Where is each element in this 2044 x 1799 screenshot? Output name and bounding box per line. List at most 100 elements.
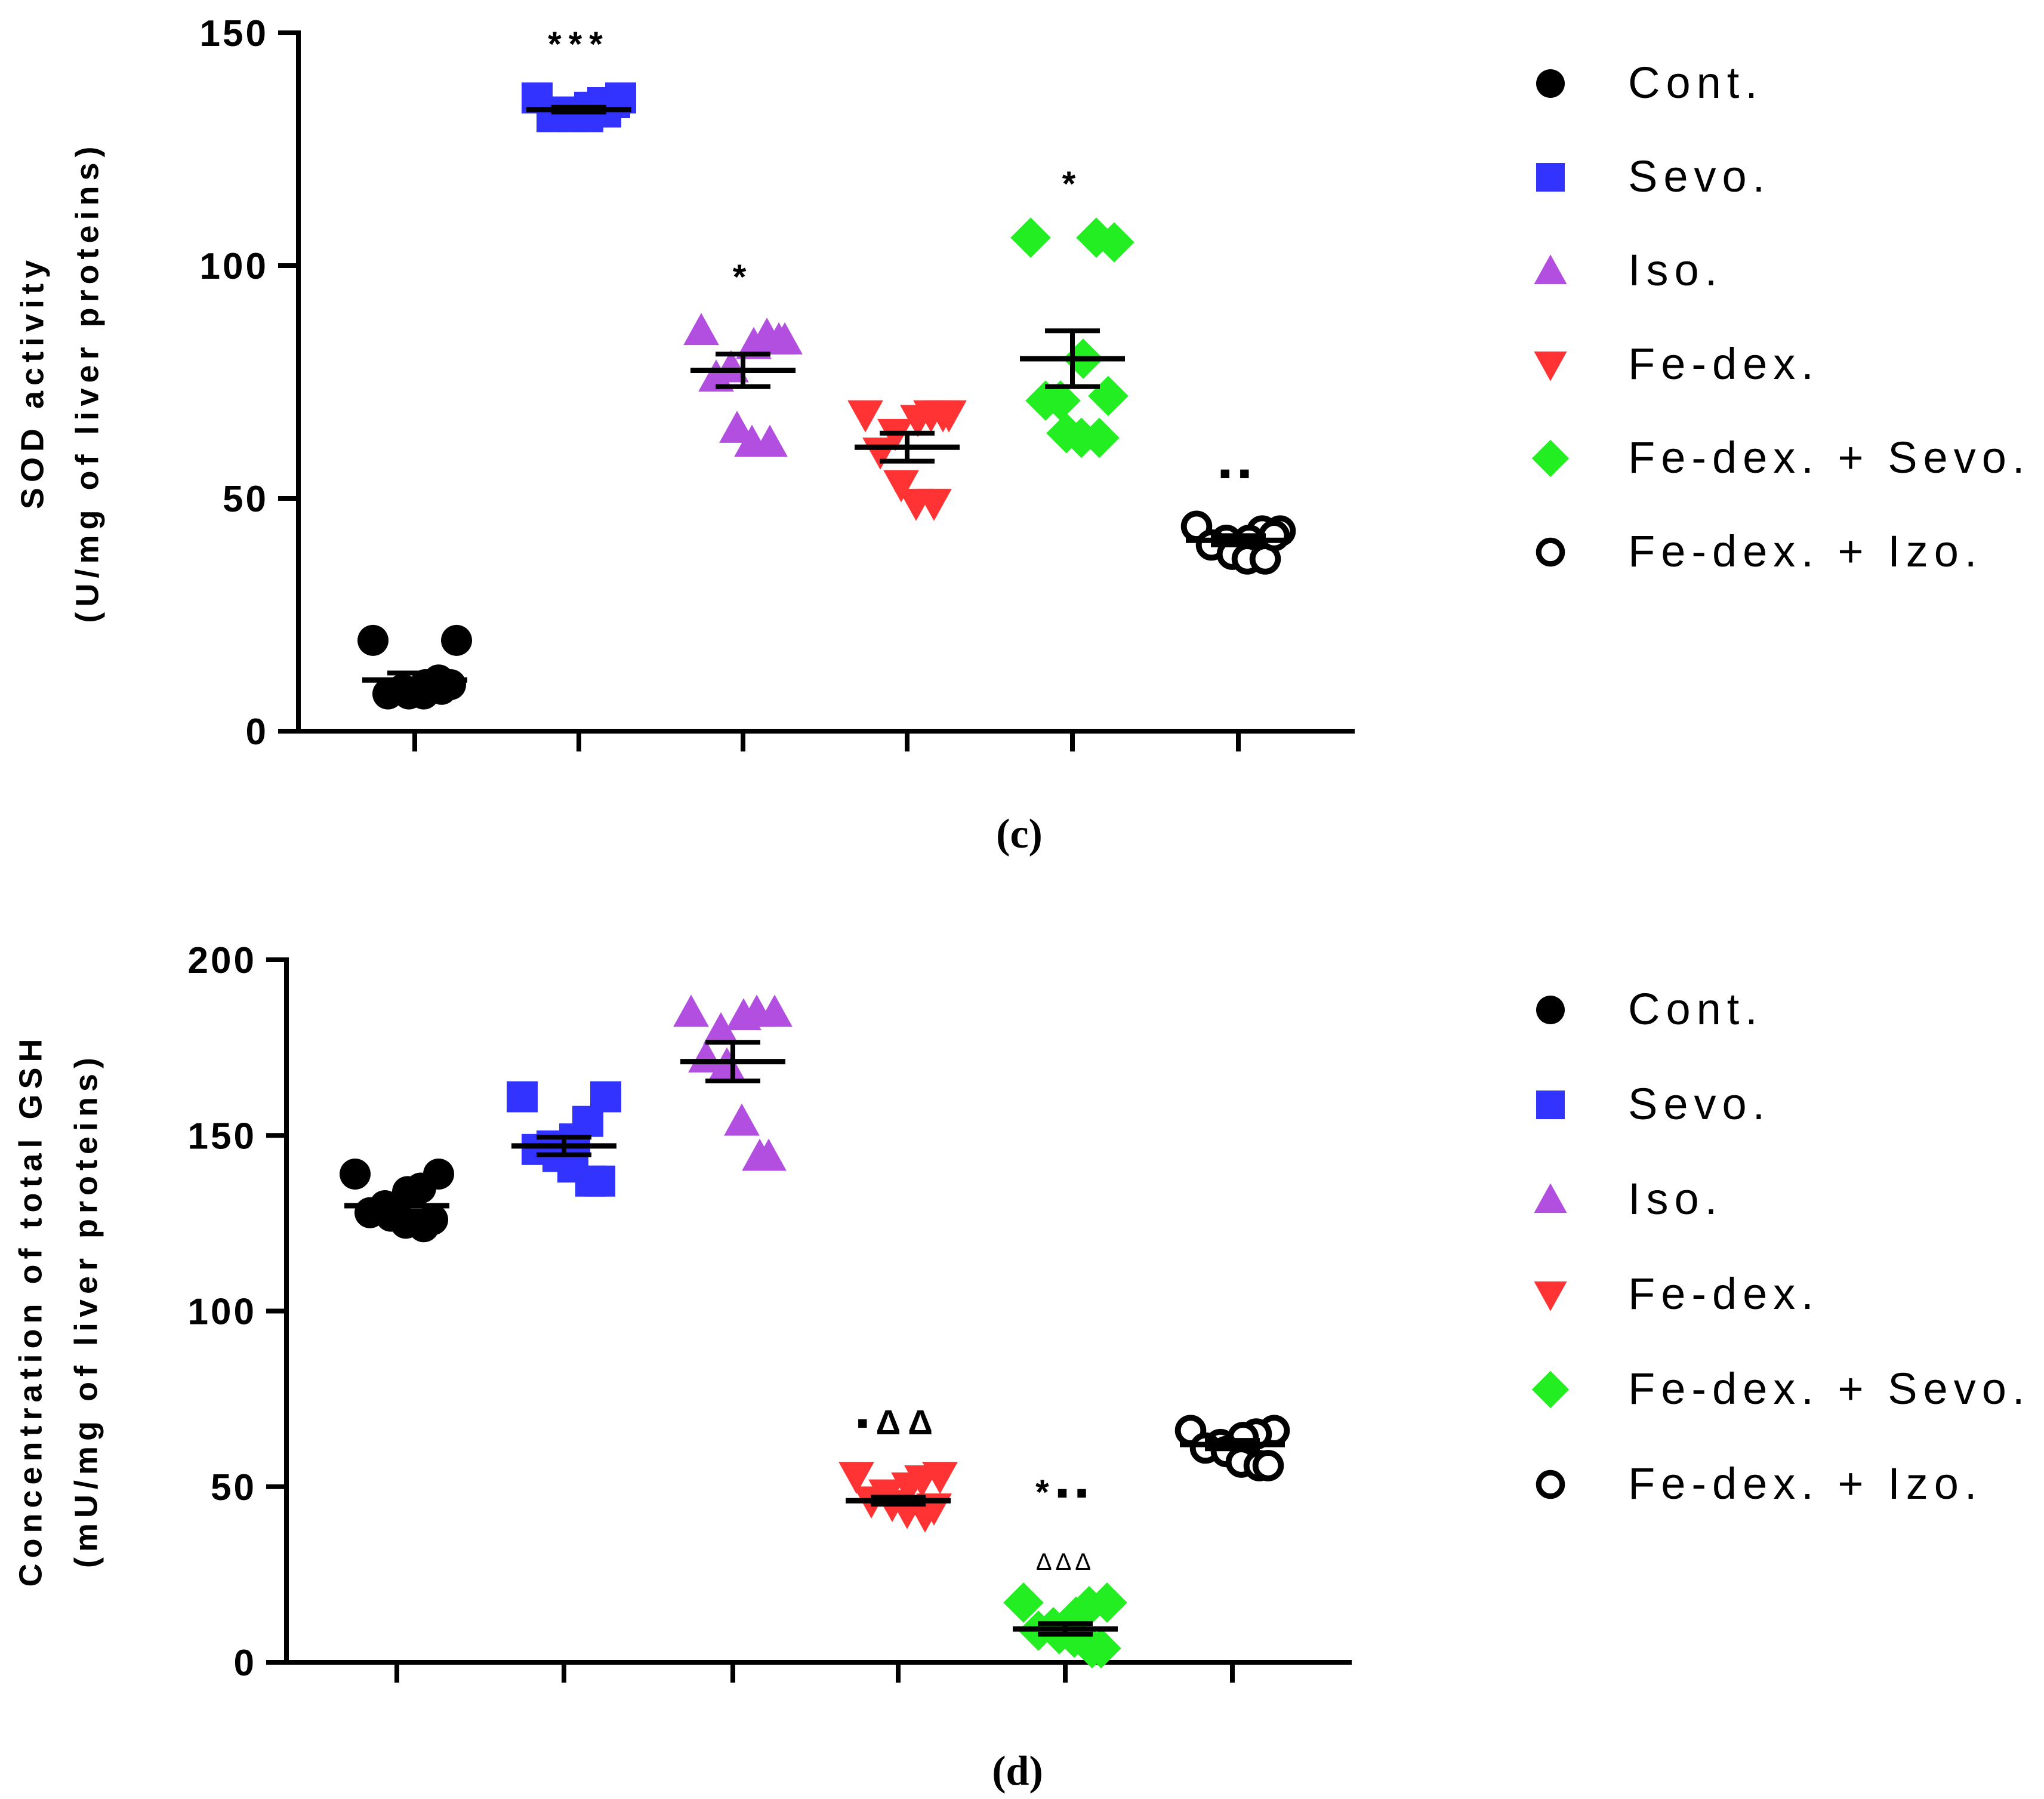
legend-marker-icon xyxy=(1536,996,1565,1024)
data-point xyxy=(838,1462,874,1494)
legend-item: Fe-dex. + Sevo. xyxy=(1531,1364,2030,1413)
legend-item: Sevo. xyxy=(1536,1079,1771,1129)
significance-annotation-2: ΔΔΔ xyxy=(1036,1549,1095,1575)
legend-item: Fe-dex. xyxy=(1534,1269,1820,1319)
data-point xyxy=(916,488,952,521)
data-point xyxy=(862,438,898,470)
data-point xyxy=(1010,217,1051,258)
legend-marker-icon xyxy=(1534,254,1567,285)
data-point xyxy=(340,1158,371,1190)
data-point xyxy=(435,669,466,700)
panel-c-ylabel-line2: (U/mg of liver proteins) xyxy=(69,141,105,623)
legend-item: Cont. xyxy=(1536,58,1764,107)
legend-marker-icon xyxy=(1534,1281,1567,1311)
legend-label: Fe-dex. + Sevo. xyxy=(1628,1364,2030,1413)
data-point xyxy=(883,470,919,503)
panel-d-legend: Cont. Sevo. Iso. Fe-dex. Fe-dex. + Sevo. Fe-d… xyxy=(1531,984,2030,1508)
data-point xyxy=(736,326,772,359)
y-tick-label: 0 xyxy=(246,711,269,753)
significance-annotation: * xyxy=(733,258,754,297)
group-sevo: *** xyxy=(522,25,636,133)
data-point xyxy=(703,1012,739,1045)
panel-c-legend: Cont. Sevo. Iso. Fe-dex. Fe-dex. + Sevo. Fe-d… xyxy=(1531,58,2030,576)
panel-c-ylabel-line1: SOD activity xyxy=(14,255,50,509)
group-cont xyxy=(357,624,472,710)
data-point xyxy=(1081,1628,1121,1669)
data-point xyxy=(673,994,709,1027)
legend-marker-icon xyxy=(1536,1470,1565,1499)
y-tick-label: 100 xyxy=(188,1292,257,1333)
data-point xyxy=(1025,380,1066,421)
data-point xyxy=(925,400,961,433)
group-cont xyxy=(340,1158,454,1243)
data-point xyxy=(357,624,389,656)
legend-marker-icon xyxy=(1534,1183,1567,1213)
data-point xyxy=(751,1138,787,1171)
data-point xyxy=(441,624,472,656)
data-point xyxy=(1252,1450,1284,1481)
legend-marker-icon xyxy=(1536,537,1565,567)
data-point xyxy=(719,411,755,443)
group-fe-dex xyxy=(847,400,967,521)
data-point xyxy=(584,1165,615,1197)
panel-d-ylabel-line1: Concentration of total GSH xyxy=(13,1034,48,1587)
significance-annotation: *** xyxy=(548,25,610,64)
legend-item: Iso. xyxy=(1534,245,1717,295)
y-tick-label: 150 xyxy=(200,13,269,54)
legend-label: Fe-dex. + Sevo. xyxy=(1628,433,2030,482)
significance-annotation: * xyxy=(1062,165,1083,204)
legend-label: Fe-dex. xyxy=(1628,1269,1820,1319)
data-point xyxy=(1088,375,1129,417)
legend-marker-icon xyxy=(1531,1370,1570,1409)
significance-annotation: *▪▪ xyxy=(1035,1473,1095,1512)
data-point xyxy=(752,424,788,457)
data-point xyxy=(688,1040,724,1073)
group-fe-dex-sevo: *▪▪ ΔΔΔ xyxy=(1003,1473,1127,1669)
legend-label: Fe-dex. xyxy=(1628,339,1820,389)
data-point xyxy=(1079,417,1120,458)
group-iso: * xyxy=(683,258,803,457)
legend-item: Iso. xyxy=(1534,1174,1723,1224)
legend-marker-icon xyxy=(1534,351,1567,381)
significance-annotation: ▪ΔΔ xyxy=(856,1403,940,1442)
legend-label: Sevo. xyxy=(1628,152,1771,201)
panel-d-plot: 0 50 100 150 200 ▪ΔΔ *▪▪ ΔΔΔ xyxy=(188,940,1352,1684)
legend-item: Fe-dex. + Izo. xyxy=(1536,526,1983,576)
legend-item: Fe-dex. xyxy=(1534,339,1820,389)
group-fe-dex: ▪ΔΔ xyxy=(838,1403,958,1533)
group-sevo xyxy=(507,1081,621,1197)
y-tick-label: 50 xyxy=(211,1467,257,1508)
data-point xyxy=(724,1103,760,1136)
panel-d-gsh-chart: 0 50 100 150 200 ▪ΔΔ *▪▪ ΔΔΔ Concentration of t… xyxy=(13,940,2030,1794)
data-point xyxy=(1003,1582,1044,1623)
significance-annotation: ▪▪ xyxy=(1219,454,1257,492)
panel-d-ylabel-line2: (mU/mg of liver proteins) xyxy=(68,1052,104,1568)
data-point xyxy=(1076,217,1117,258)
legend-item: Fe-dex. + Sevo. xyxy=(1531,433,2030,482)
panel-c-label: (c) xyxy=(996,811,1043,857)
legend-label: Fe-dex. + Izo. xyxy=(1628,1459,1983,1508)
legend-label: Cont. xyxy=(1628,58,1764,107)
y-tick-label: 200 xyxy=(188,940,257,981)
data-point xyxy=(1054,1618,1095,1658)
group-fe-dex-sevo: * xyxy=(1010,165,1134,458)
data-point xyxy=(726,998,762,1031)
legend-label: Fe-dex. + Izo. xyxy=(1628,526,1983,576)
y-tick-label: 50 xyxy=(223,479,269,520)
panel-d-label: (d) xyxy=(992,1748,1043,1794)
y-tick-label: 100 xyxy=(200,246,269,287)
legend-item: Sevo. xyxy=(1536,152,1771,201)
data-point xyxy=(761,322,797,355)
legend-label: Iso. xyxy=(1628,1174,1723,1224)
group-iso xyxy=(673,994,793,1171)
legend-label: Sevo. xyxy=(1628,1079,1771,1129)
data-point xyxy=(900,405,936,438)
group-fe-dex-izo xyxy=(1174,1415,1290,1481)
y-tick-label: 150 xyxy=(188,1116,257,1157)
data-point xyxy=(683,313,719,346)
legend-item: Cont. xyxy=(1536,984,1758,1034)
legend-marker-icon xyxy=(1536,1091,1565,1119)
